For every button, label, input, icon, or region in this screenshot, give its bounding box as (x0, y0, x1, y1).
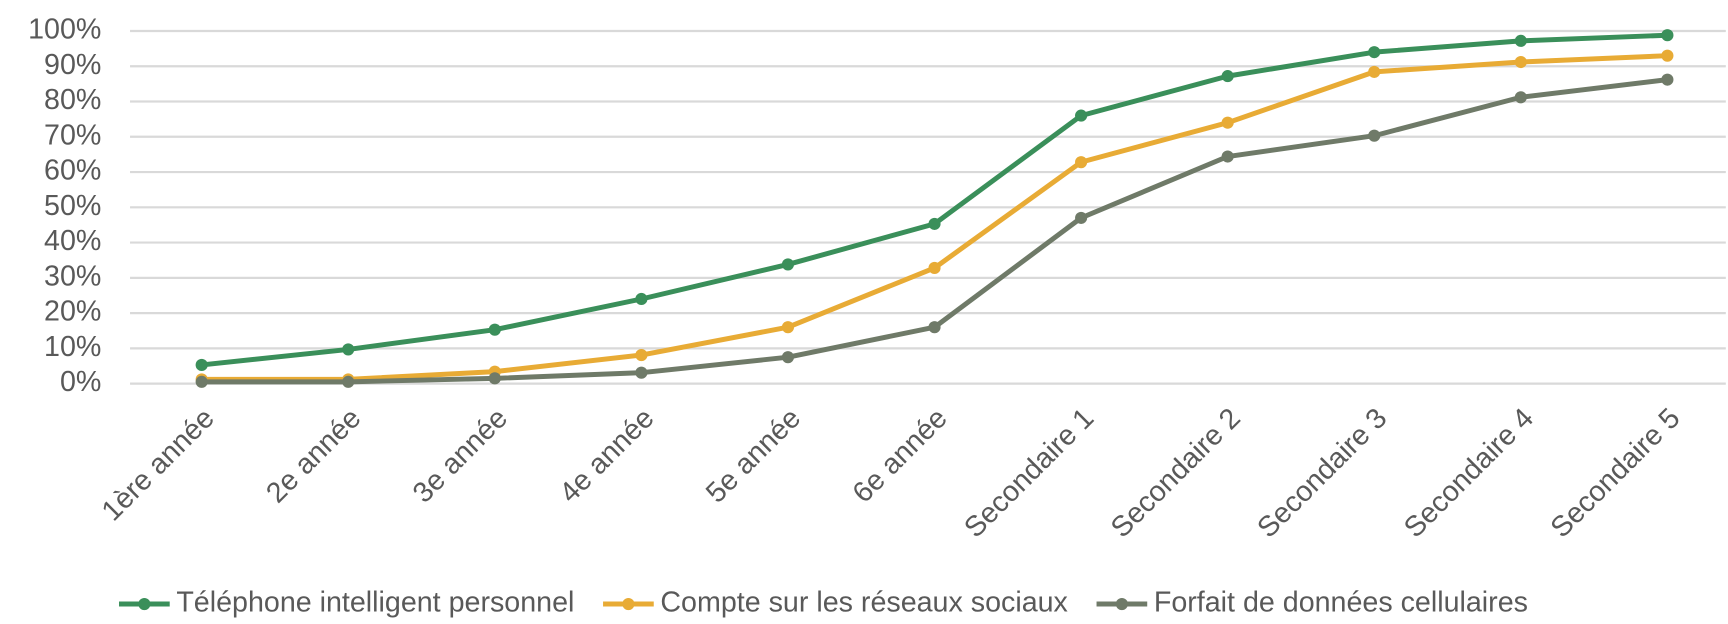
data-point (1075, 156, 1088, 169)
legend-label: Compte sur les réseaux sociaux (660, 587, 1068, 619)
y-tick-label: 70% (44, 119, 101, 151)
y-tick-label: 90% (44, 49, 101, 81)
data-point (781, 321, 795, 334)
legend-label: Forfait de données cellulaires (1154, 587, 1528, 619)
series-line (201, 77, 1668, 385)
x-tick-label: 6e année (847, 402, 954, 509)
data-point (342, 375, 355, 388)
y-tick-label: 10% (44, 331, 101, 363)
x-tick-label: 3e année (407, 402, 514, 509)
data-point (1661, 29, 1674, 42)
data-point (1368, 65, 1381, 78)
data-point (635, 292, 648, 306)
legend-item: Téléphone intelligent personnel (119, 587, 574, 619)
data-point (1221, 150, 1234, 163)
data-point (195, 375, 208, 388)
data-point (342, 343, 355, 356)
data-point (1368, 129, 1381, 142)
y-tick-label: 30% (44, 260, 101, 292)
y-tick-label: 100% (28, 14, 101, 46)
data-point (1221, 116, 1234, 129)
x-tick-label: Secondaire 2 (1105, 402, 1247, 544)
x-tick-label: 1ère année (96, 402, 221, 527)
data-point (635, 366, 648, 379)
data-point (781, 258, 795, 271)
data-point (1661, 73, 1674, 86)
x-tick-label: Secondaire 3 (1251, 402, 1393, 544)
data-point (1514, 55, 1527, 69)
data-point (1514, 34, 1527, 47)
legend-marker (138, 597, 151, 611)
legend-marker (1115, 597, 1128, 611)
series-line (201, 32, 1668, 368)
data-point (1661, 49, 1674, 62)
data-point (928, 261, 941, 275)
legend-label: Téléphone intelligent personnel (176, 587, 574, 619)
legend-marker (622, 597, 635, 611)
x-tick-label: 4e année (553, 402, 660, 509)
data-point (781, 351, 795, 364)
y-tick-label: 0% (60, 366, 101, 398)
y-tick-label: 60% (44, 155, 101, 187)
legend-item: Forfait de données cellulaires (1096, 587, 1528, 619)
data-point (488, 323, 501, 336)
data-point (1221, 70, 1234, 83)
data-point (1368, 46, 1381, 59)
x-tick-label: 5e année (700, 402, 807, 509)
data-point (1514, 91, 1527, 104)
x-tick-label: 2e année (260, 402, 367, 509)
data-point (635, 349, 648, 362)
x-tick-label: Secondaire 4 (1398, 402, 1540, 544)
y-tick-label: 50% (44, 190, 101, 222)
data-point (1075, 109, 1088, 122)
data-point (488, 372, 501, 385)
y-tick-label: 40% (44, 225, 101, 257)
y-tick-label: 80% (44, 84, 101, 116)
y-tick-label: 20% (44, 296, 101, 328)
data-point (928, 321, 941, 334)
x-tick-label: Secondaire 5 (1545, 402, 1687, 544)
x-tick-label: Secondaire 1 (958, 402, 1100, 544)
legend-item: Compte sur les réseaux sociaux (603, 587, 1069, 619)
data-point (928, 217, 941, 230)
data-point (1075, 211, 1088, 224)
data-point (195, 358, 208, 372)
